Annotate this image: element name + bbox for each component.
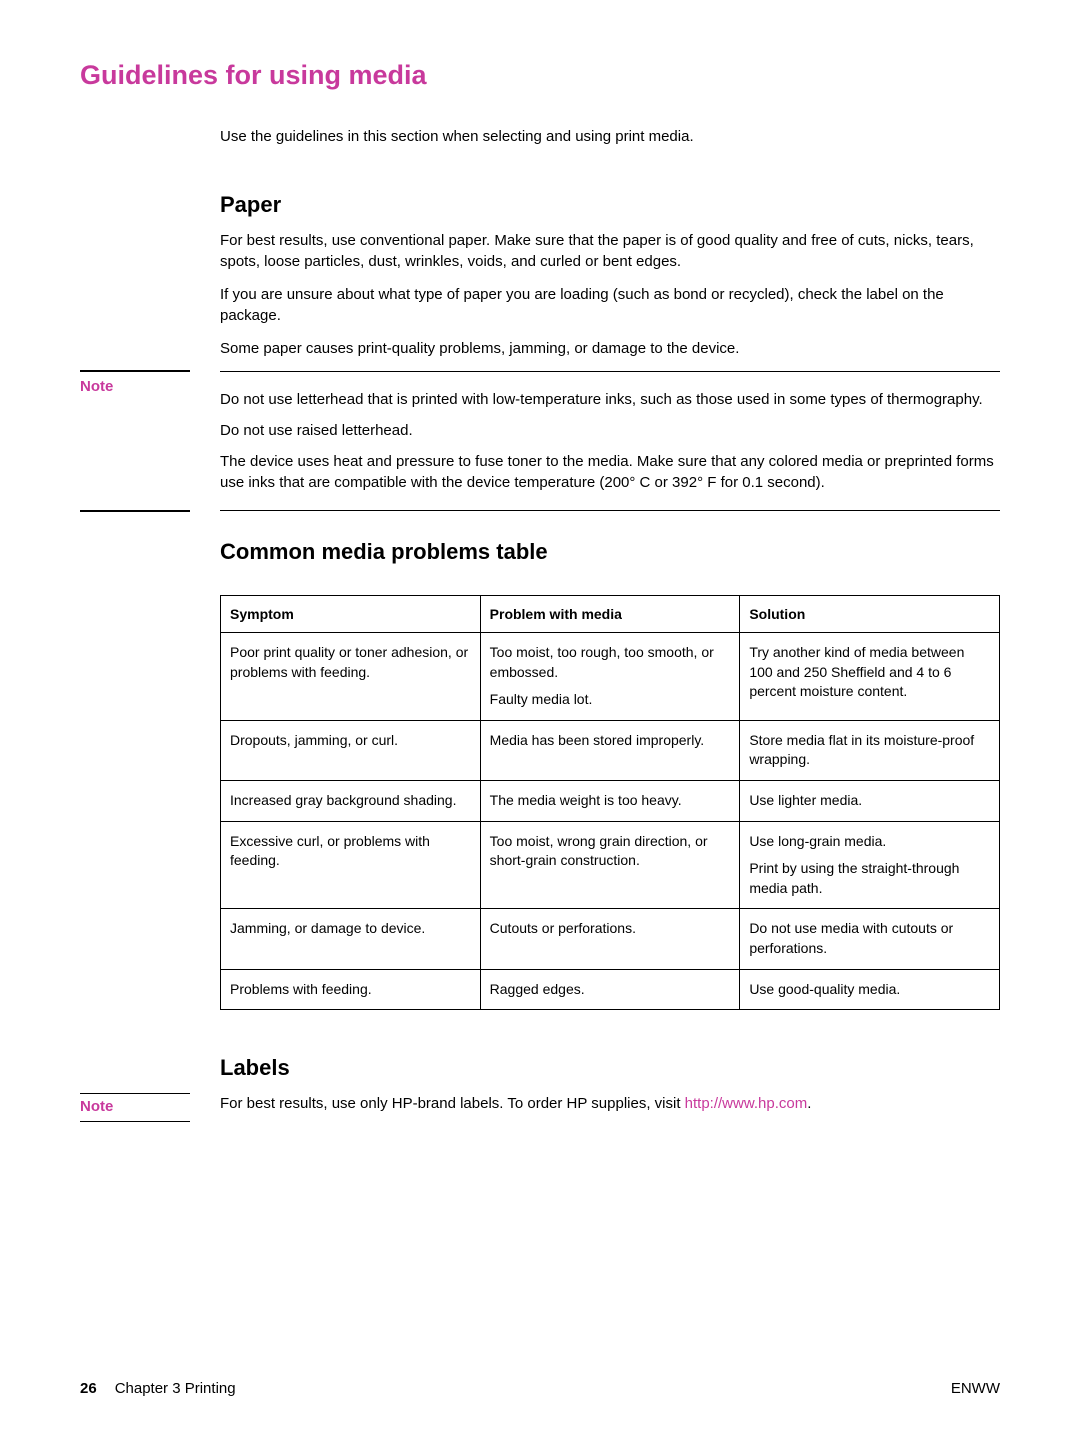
note-label: Note [80,378,113,395]
cell-solution: Do not use media with cutouts or perfora… [740,909,1000,969]
footer-right: ENWW [951,1380,1000,1397]
table-header-problem: Problem with media [480,596,740,633]
cell-text: Use good-quality media. [749,980,990,1000]
cell-text: The media weight is too heavy. [490,791,731,811]
cell-solution: Use long-grain media. Print by using the… [740,821,1000,909]
cell-problem: Ragged edges. [480,969,740,1010]
note2-text-prefix: For best results, use only HP-brand labe… [220,1095,685,1112]
cell-symptom: Poor print quality or toner adhesion, or… [221,633,481,721]
page-number: 26 [80,1380,97,1397]
note-label: Note [80,1098,113,1115]
chapter-label: Chapter 3 Printing [115,1380,236,1397]
cell-text: Print by using the straight-through medi… [749,859,990,898]
cell-text: Use long-grain media. [749,832,990,852]
table-row: Excessive curl, or problems with feeding… [221,821,1000,909]
paper-paragraph-2: If you are unsure about what type of pap… [220,284,1000,326]
table-header-symptom: Symptom [221,596,481,633]
table-row: Poor print quality or toner adhesion, or… [221,633,1000,721]
intro-paragraph: Use the guidelines in this section when … [220,126,1000,147]
table-header-row: Symptom Problem with media Solution [221,596,1000,633]
page-title: Guidelines for using media [80,60,1000,91]
cell-problem: Too moist, wrong grain direction, or sho… [480,821,740,909]
cell-solution: Use lighter media. [740,780,1000,821]
paper-paragraph-3: Some paper causes print-quality problems… [220,338,1000,359]
cell-symptom: Excessive curl, or problems with feeding… [221,821,481,909]
cell-solution: Store media flat in its moisture-proof w… [740,720,1000,780]
cell-text: Try another kind of media between 100 an… [749,643,990,702]
note2-text-suffix: . [807,1095,811,1112]
table-row: Jamming, or damage to device. Cutouts or… [221,909,1000,969]
cell-problem: The media weight is too heavy. [480,780,740,821]
labels-heading: Labels [220,1055,1000,1081]
table-row: Increased gray background shading. The m… [221,780,1000,821]
cell-problem: Too moist, too rough, too smooth, or emb… [480,633,740,721]
note1-paragraph-2: Do not use raised letterhead. [220,420,1000,441]
cell-solution: Use good-quality media. [740,969,1000,1010]
cell-text: Too moist, too rough, too smooth, or emb… [490,643,731,682]
cell-text: Media has been stored improperly. [490,731,731,751]
cell-symptom: Dropouts, jamming, or curl. [221,720,481,780]
hp-link[interactable]: http://www.hp.com [685,1095,808,1112]
note1-paragraph-1: Do not use letterhead that is printed wi… [220,389,1000,410]
cell-text: Faulty media lot. [490,690,731,710]
paper-paragraph-1: For best results, use conventional paper… [220,230,1000,272]
paper-heading: Paper [220,192,1000,218]
table-header-solution: Solution [740,596,1000,633]
note1-paragraph-3: The device uses heat and pressure to fus… [220,451,1000,493]
table-heading: Common media problems table [220,539,1000,565]
cell-text: Store media flat in its moisture-proof w… [749,731,990,770]
table-section: Common media problems table Symptom Prob… [220,539,1000,1081]
note2-paragraph: For best results, use only HP-brand labe… [220,1093,1000,1114]
cell-text: Use lighter media. [749,791,990,811]
cell-symptom: Problems with feeding. [221,969,481,1010]
cell-symptom: Jamming, or damage to device. [221,909,481,969]
table-row: Problems with feeding. Ragged edges. Use… [221,969,1000,1010]
cell-solution: Try another kind of media between 100 an… [740,633,1000,721]
cell-problem: Media has been stored improperly. [480,720,740,780]
content-area: Use the guidelines in this section when … [220,126,1000,359]
cell-problem: Cutouts or perforations. [480,909,740,969]
cell-text: Do not use media with cutouts or perfora… [749,919,990,958]
cell-text: Ragged edges. [490,980,731,1000]
cell-text: Cutouts or perforations. [490,919,731,939]
page-footer: 26 Chapter 3 Printing ENWW [80,1380,1000,1397]
table-row: Dropouts, jamming, or curl. Media has be… [221,720,1000,780]
cell-symptom: Increased gray background shading. [221,780,481,821]
problems-table: Symptom Problem with media Solution Poor… [220,595,1000,1010]
cell-text: Too moist, wrong grain direction, or sho… [490,832,731,871]
